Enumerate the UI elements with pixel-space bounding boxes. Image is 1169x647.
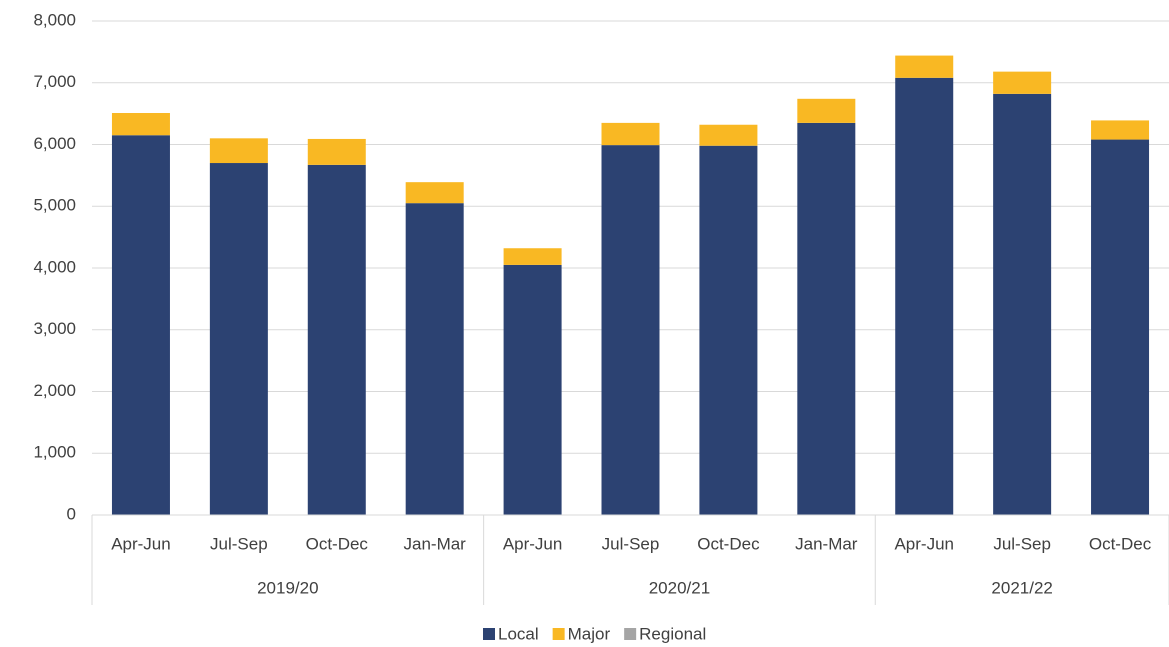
x-tick-label: Apr-Jun bbox=[894, 534, 954, 553]
bar-segment bbox=[111, 135, 170, 516]
bar-segment bbox=[307, 138, 366, 165]
x-tick-label: Jan-Mar bbox=[795, 534, 858, 553]
bar-segment bbox=[209, 163, 268, 515]
legend-swatch bbox=[552, 628, 565, 640]
y-tick-label: 6,000 bbox=[33, 134, 76, 153]
bar-segment bbox=[503, 248, 562, 265]
bar-segment bbox=[601, 122, 660, 146]
bar-segment bbox=[993, 93, 1052, 516]
group-label: 2019/20 bbox=[257, 578, 318, 597]
y-tick-label: 7,000 bbox=[33, 72, 76, 91]
y-tick-label: 5,000 bbox=[33, 196, 76, 215]
legend-swatch bbox=[483, 628, 495, 640]
bar-segment bbox=[1091, 139, 1150, 515]
bar-segment bbox=[895, 77, 954, 515]
bar-segment bbox=[405, 182, 464, 204]
x-tick-label: Jul-Sep bbox=[210, 534, 268, 553]
x-tick-label: Jul-Sep bbox=[993, 534, 1051, 553]
bar-segment bbox=[307, 164, 366, 515]
x-tick-label: Oct-Dec bbox=[306, 534, 369, 553]
bar-segment bbox=[1091, 120, 1150, 140]
y-tick-label: 1,000 bbox=[33, 443, 76, 462]
bar-segment bbox=[699, 124, 758, 146]
legend-label: Major bbox=[568, 624, 611, 643]
x-tick-label: Jan-Mar bbox=[404, 534, 467, 553]
bar-segment bbox=[797, 98, 856, 123]
x-tick-label: Apr-Jun bbox=[111, 534, 171, 553]
x-tick-label: Oct-Dec bbox=[697, 534, 760, 553]
y-tick-label: 3,000 bbox=[33, 319, 76, 338]
bar-segment bbox=[601, 145, 660, 515]
y-tick-label: 2,000 bbox=[33, 381, 76, 400]
bar-segment bbox=[209, 138, 268, 164]
legend-label: Local bbox=[498, 624, 539, 643]
y-tick-label: 4,000 bbox=[33, 257, 76, 276]
x-tick-label: Oct-Dec bbox=[1089, 534, 1152, 553]
x-tick-label: Jul-Sep bbox=[602, 534, 660, 553]
legend-label: Regional bbox=[639, 624, 706, 643]
bar-segment bbox=[699, 145, 758, 516]
bar-segment bbox=[111, 113, 170, 136]
bar-segment bbox=[895, 55, 954, 78]
y-tick-label: 8,000 bbox=[33, 10, 76, 29]
y-tick-label: 0 bbox=[67, 504, 76, 523]
group-label: 2020/21 bbox=[649, 578, 710, 597]
bar-segment bbox=[503, 264, 562, 515]
group-label: 2021/22 bbox=[991, 578, 1052, 597]
legend-swatch bbox=[624, 628, 637, 640]
bar-segment bbox=[993, 71, 1052, 94]
bar-segment bbox=[405, 203, 464, 515]
bar-segment bbox=[797, 122, 856, 515]
x-tick-label: Apr-Jun bbox=[503, 534, 563, 553]
